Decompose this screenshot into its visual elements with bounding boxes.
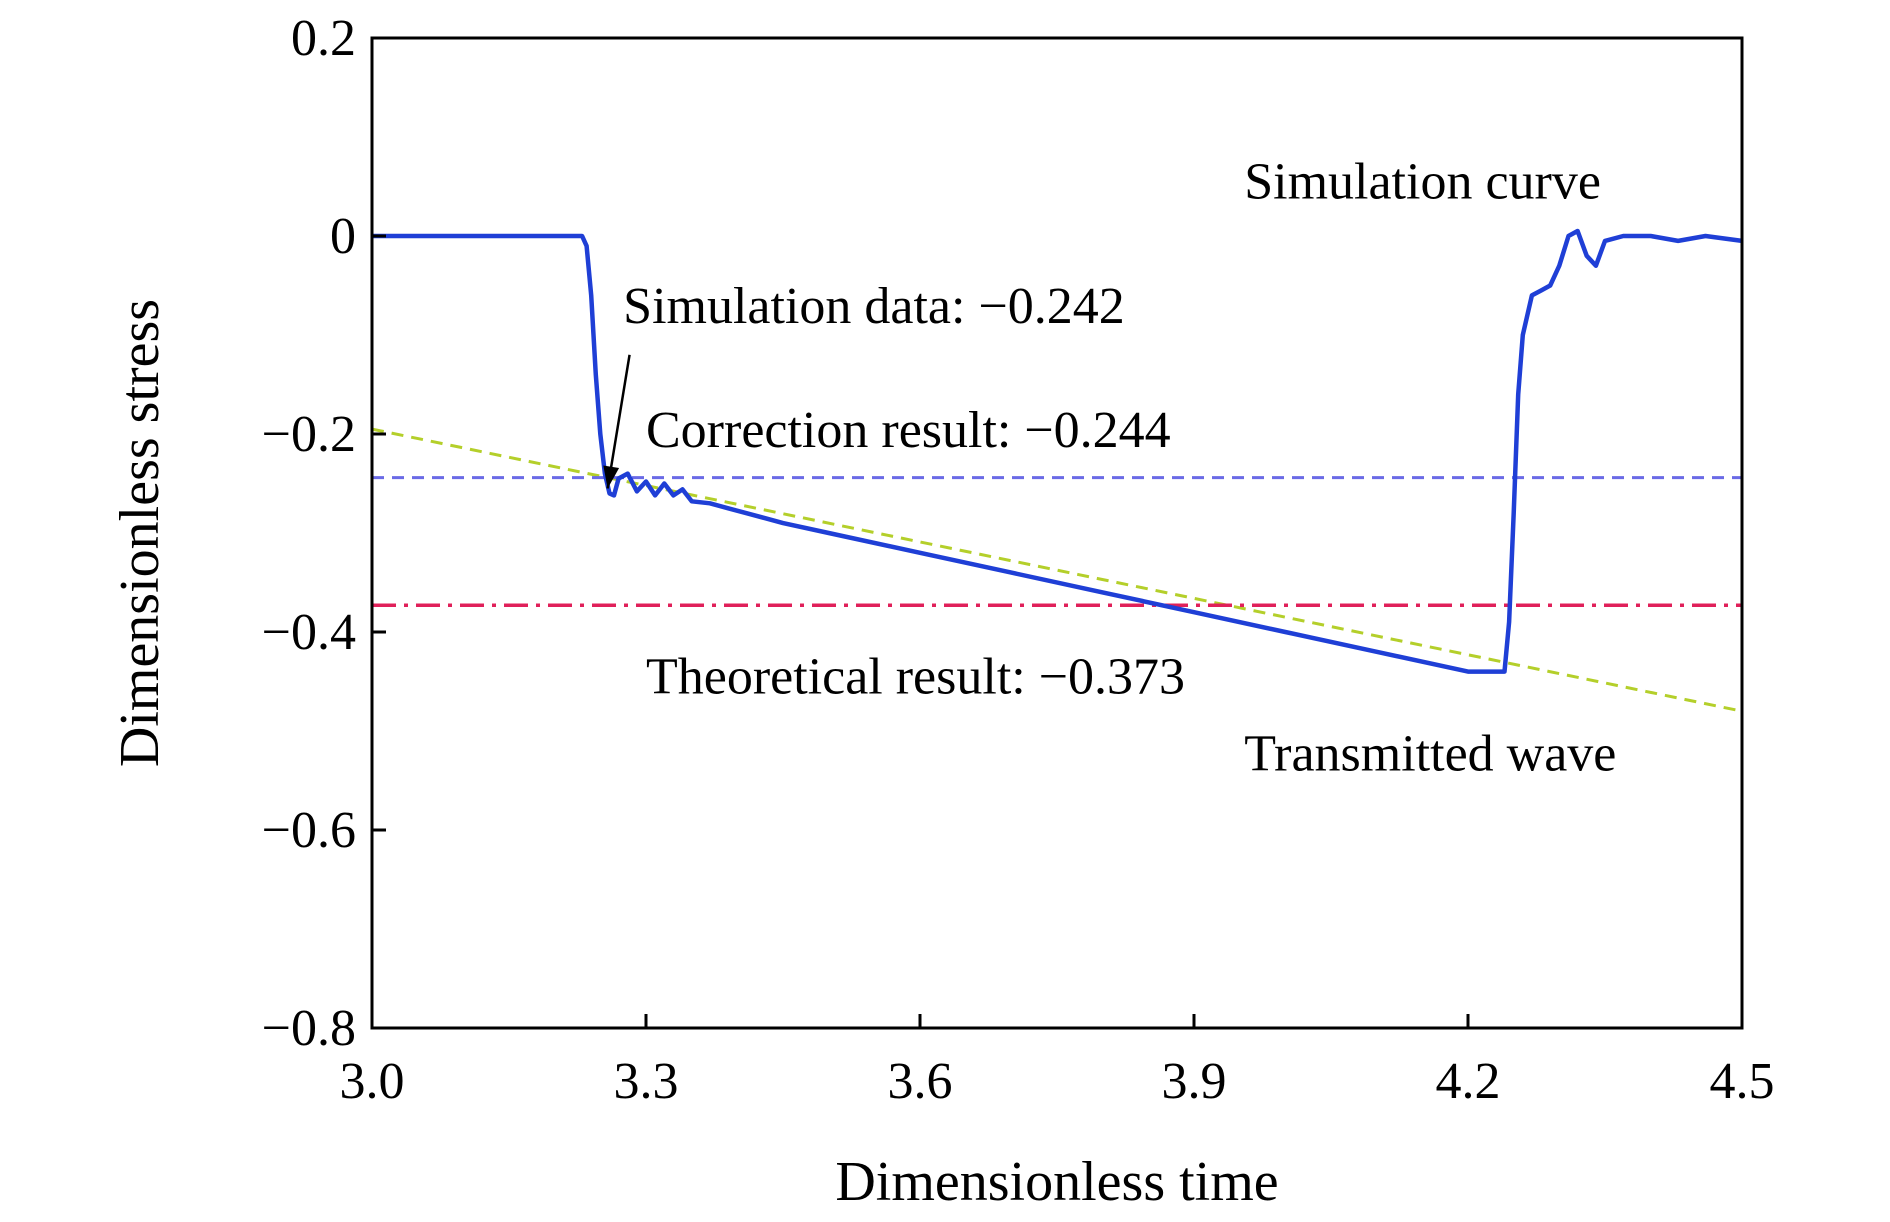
y-tick-label: −0.8 bbox=[262, 1000, 356, 1057]
x-tick-label: 4.2 bbox=[1436, 1053, 1501, 1110]
x-axis-title: Dimensionless time bbox=[835, 1151, 1278, 1213]
annotation-label: Correction result: −0.244 bbox=[646, 402, 1171, 459]
annotation-label: Transmitted wave bbox=[1244, 726, 1616, 783]
annotation-label: Theoretical result: −0.373 bbox=[646, 648, 1185, 705]
y-axis-title: Dimensionless stress bbox=[109, 299, 171, 767]
x-tick-label: 4.5 bbox=[1710, 1053, 1775, 1110]
annotation-arrow-line bbox=[606, 354, 631, 489]
y-axis: 0.2 0 −0.2 −0.4 −0.6 −0.8 bbox=[262, 10, 386, 1057]
plot-frame bbox=[370, 36, 1744, 1030]
annotation-label: Simulation data: −0.242 bbox=[623, 278, 1125, 335]
y-tick-label: −0.4 bbox=[262, 604, 356, 661]
annotation-layer: Simulation curve Simulation data: −0.242 C… bbox=[603, 153, 1616, 783]
annotation-arrow-head bbox=[603, 465, 620, 489]
x-tick-label: 3.6 bbox=[888, 1053, 953, 1110]
series-line-transmitted-wave bbox=[371, 427, 1743, 713]
y-tick-label: −0.2 bbox=[262, 406, 356, 463]
x-tick-label: 3.0 bbox=[340, 1053, 405, 1110]
y-tick-label: −0.6 bbox=[262, 802, 356, 859]
annotation-label: Simulation curve bbox=[1244, 153, 1601, 210]
y-tick-label: 0.2 bbox=[291, 10, 356, 67]
x-tick-label: 3.9 bbox=[1162, 1053, 1227, 1110]
y-tick-label: 0 bbox=[330, 208, 356, 265]
x-tick-label: 3.3 bbox=[614, 1053, 679, 1110]
x-axis: 3.0 3.3 3.6 3.9 4.2 4.5 bbox=[340, 1014, 1775, 1110]
